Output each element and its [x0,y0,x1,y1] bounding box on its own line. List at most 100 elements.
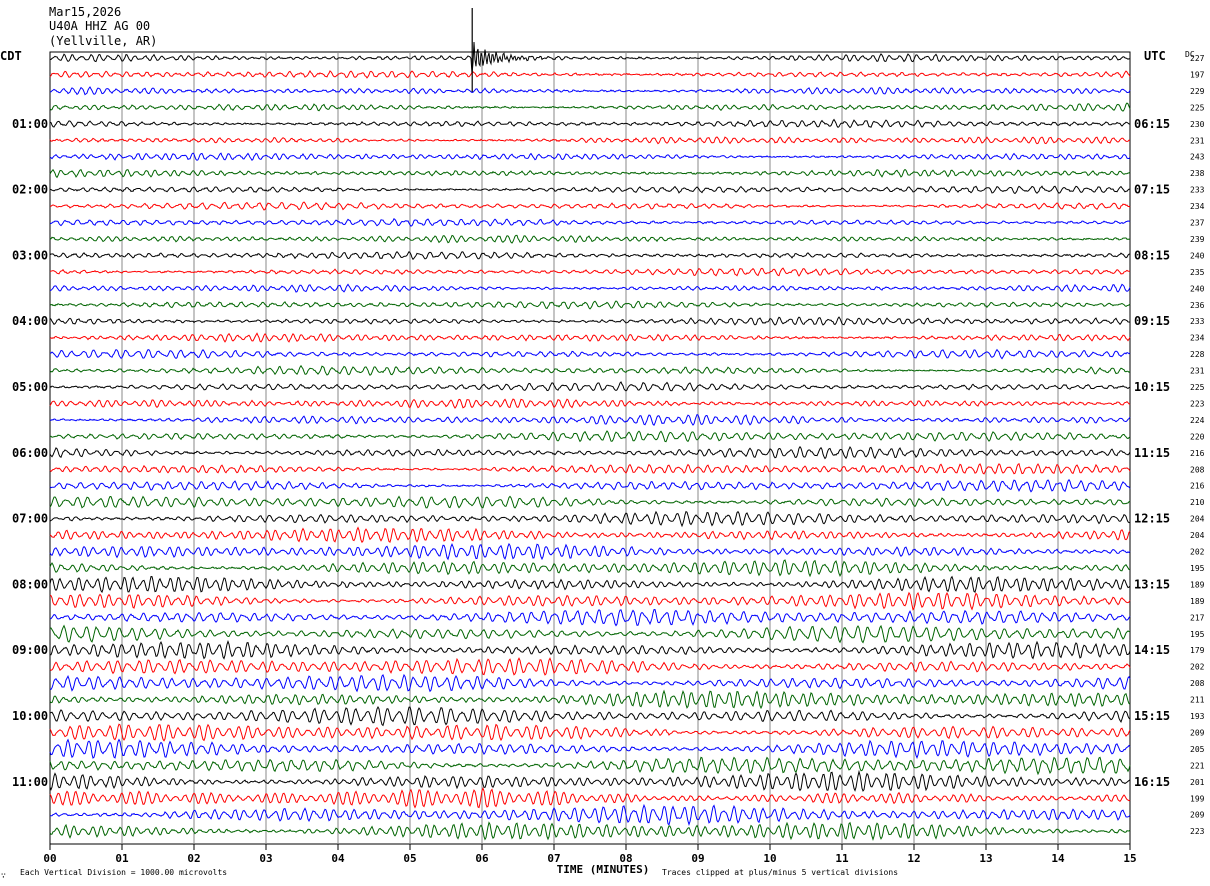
seismic-trace-16 [49,316,1131,326]
seismic-trace-5 [49,136,1131,145]
seismic-trace-27 [49,495,1131,509]
seismic-trace-38 [49,673,1131,693]
x-tick-label-01: 01 [115,852,129,865]
dc-offset-label: 229 [1190,87,1205,96]
seismic-trace-11 [49,234,1131,244]
dc-offset-label: 239 [1190,235,1205,244]
utc-label: 15:15 [1134,709,1170,723]
dc-offset-label: 216 [1190,482,1205,491]
seismic-trace-20 [49,381,1131,392]
seismic-trace-42 [49,738,1131,759]
dc-offset-label: 195 [1190,564,1205,573]
dc-offset-label: 221 [1190,761,1205,770]
seismic-trace-2 [49,86,1131,96]
x-axis-title: TIME (MINUTES) [557,863,650,876]
utc-label: 08:15 [1134,248,1170,262]
x-tick-label-10: 10 [763,852,776,865]
dc-offset-label: 202 [1190,548,1205,557]
dc-offset-label: 230 [1190,120,1205,129]
left-timezone-label: CDT [0,49,22,63]
dc-header: DC [1185,50,1195,59]
cdt-label: 01:00 [12,117,48,131]
x-axis-ticks: 00 01 02 03 04 05 06 07 08 09 10 11 12 13 14 15 [43,844,1137,865]
dc-offset-labels: 227 197 229 225 230 231 243 238 233 234 237 239 240 2… [1190,54,1205,836]
seismic-trace-26 [49,478,1131,493]
seismic-trace-40 [49,705,1131,727]
x-tick-label-12: 12 [907,852,920,865]
header-station: U40A HHZ AG 00 [49,19,150,33]
seismic-trace-13 [49,267,1131,277]
cdt-label: 07:00 [12,512,48,526]
seismic-trace-4 [49,118,1131,129]
dc-offset-label: 209 [1190,728,1205,737]
seismic-trace-46 [49,803,1131,827]
seismic-trace-10 [49,218,1131,227]
dc-offset-label: 233 [1190,186,1205,195]
dc-offset-label: 243 [1190,153,1205,162]
seismic-trace-17 [49,332,1131,343]
dc-offset-label: 224 [1190,416,1205,425]
dc-offset-label: 189 [1190,580,1205,589]
seismic-trace-34 [49,608,1131,627]
dc-offset-label: 210 [1190,498,1205,507]
x-tick-label-15: 15 [1123,852,1136,865]
seismic-trace-39 [49,689,1131,710]
utc-label: 09:15 [1134,314,1170,328]
cdt-label: 09:00 [12,643,48,657]
plot-frame [49,51,1131,845]
dc-offset-label: 211 [1190,696,1205,705]
dc-offset-label: 189 [1190,597,1205,606]
seismic-trace-8 [49,185,1131,195]
seismic-trace-41 [49,723,1131,742]
seismic-trace-30 [49,542,1131,561]
x-tick-label-05: 05 [403,852,416,865]
cdt-label: 06:00 [12,446,48,460]
dc-offset-label: 231 [1190,136,1205,145]
dc-offset-label: 223 [1190,399,1205,408]
dc-offset-label: 233 [1190,317,1205,326]
cdt-label: 10:00 [12,709,48,723]
utc-label: 16:15 [1134,775,1170,789]
cdt-hour-labels: 01:00 02:00 03:00 04:00 05:00 06:00 07:00 08:00… [12,117,48,789]
dc-offset-label: 227 [1190,54,1205,63]
dc-offset-label: 205 [1190,745,1205,754]
seismic-trace-7 [49,168,1131,179]
seismic-trace-15 [49,300,1131,310]
cdt-label: 04:00 [12,314,48,328]
seismic-trace-24 [49,445,1131,460]
seismic-trace-19 [49,364,1131,376]
x-tick-label-04: 04 [331,852,345,865]
x-tick-label-02: 02 [187,852,200,865]
seismic-trace-31 [49,559,1131,578]
x-tick-label-11: 11 [835,852,849,865]
utc-label: 13:15 [1134,577,1170,591]
x-tick-label-09: 09 [691,852,704,865]
dc-offset-label: 238 [1190,169,1205,178]
header-date: Mar15,2026 [49,5,121,19]
seismic-trace-45 [49,787,1131,809]
dc-offset-label: 217 [1190,613,1205,622]
dc-offset-label: 223 [1190,827,1205,836]
dc-offset-label: 193 [1190,712,1205,721]
cdt-label: 08:00 [12,577,48,591]
seismic-trace-18 [49,348,1131,360]
utc-label: 14:15 [1134,643,1170,657]
cdt-label: 02:00 [12,183,48,197]
cdt-label: 11:00 [12,775,48,789]
seismic-trace-32 [49,575,1131,594]
seismic-trace-23 [49,430,1131,443]
x-tick-label-13: 13 [979,852,992,865]
seismic-trace-21 [49,398,1131,409]
footer-corner-mark: ∵ [1,871,6,880]
dc-offset-label: 228 [1190,350,1205,359]
footer-clip-note: Traces clipped at plus/minus 5 vertical … [662,868,898,877]
seismic-trace-35 [49,624,1131,644]
dc-offset-label: 234 [1190,334,1205,343]
dc-offset-label: 220 [1190,432,1205,441]
x-tick-label-00: 00 [43,852,56,865]
seismic-trace-25 [49,463,1131,475]
dc-offset-label: 204 [1190,515,1205,524]
seismic-trace-12 [49,250,1131,261]
dc-offset-label: 240 [1190,251,1205,260]
